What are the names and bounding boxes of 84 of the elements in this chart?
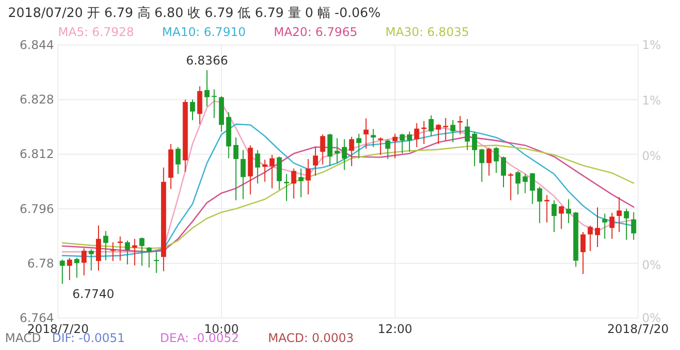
candlestick [320,134,326,165]
candlestick [124,240,130,265]
candlestick [139,236,144,266]
candlestick [240,150,246,200]
candlestick [255,150,260,184]
candlestick [204,70,210,107]
candlestick [616,196,622,233]
candlestick [306,158,311,195]
candlestick [458,115,463,135]
candlestick [609,212,614,240]
candlestick [96,225,102,272]
candlestick [479,148,484,182]
y-tick-label: 6.78 [27,256,54,270]
text: MA30: 6.8035 [385,25,470,39]
candlestick [414,122,420,148]
candlestick [406,131,412,152]
text: MACD: 0.0003 [268,331,354,345]
candlestick [552,200,557,233]
candlestick [88,248,94,272]
annotation: 6.8366 [186,53,228,68]
chart-title: 2018/07/20 开 6.79 高 6.80 收 6.79 低 6.79 量 0 幅 -0.06% [8,5,381,21]
candlestick [364,118,369,150]
candlestick [118,236,123,262]
candlestick [342,138,347,170]
y-tick-label: 6.796 [20,202,54,216]
candlestick [472,131,478,167]
candlestick [67,257,72,281]
candlestick [349,136,354,167]
candlestick [537,186,542,224]
text: MA5: 6.7928 [58,25,134,39]
candlestick [588,225,593,252]
candlestick [421,120,426,144]
y-tick-label: 6.812 [20,147,54,162]
candlestick [176,146,181,174]
text: MA10: 6.7910 [162,25,246,39]
candlestick [312,146,318,176]
candlestick [624,208,629,240]
candlestick [494,146,499,174]
candlestick [464,118,470,151]
candlestick [385,138,390,160]
text: MA20: 6.7965 [274,25,358,39]
y-tick-label: 6.844 [20,38,54,52]
candlestick [74,257,80,278]
candlestick [270,154,275,189]
candlestick [631,212,636,240]
candlestick [233,136,238,201]
candlestick [580,232,586,274]
x-tick-label: 12:00 [378,322,412,336]
y-tick-label: 6.764 [20,311,54,325]
candlestick [522,173,528,194]
candlestick [154,251,159,274]
annotation: 6.7740 [72,286,114,301]
candlestick [450,120,456,143]
candlestick [334,138,340,164]
candlestick [190,99,196,121]
candlestick [594,206,600,248]
candlestick [370,128,376,148]
x-tick-label: 2018/7/20 [607,322,669,336]
candlestick [486,147,492,176]
candlestick [276,156,282,190]
candlestick [146,246,152,268]
candlestick [356,133,362,159]
candlestick [530,172,535,205]
candlestick [378,136,384,156]
candlestick [197,86,202,125]
candlestick [82,248,87,276]
candlestick [291,168,296,200]
candlestick [558,205,564,230]
candlestick [103,230,108,261]
candlestick [60,259,65,284]
candlestick [327,133,332,167]
candlestick [400,133,405,154]
y-tick-label: 6.828 [20,92,54,107]
candlestick [602,213,608,240]
candlestick [436,124,441,144]
candlestick [544,194,550,223]
candlestick [262,159,268,182]
candlestick [428,114,434,137]
candlestick [515,170,520,195]
candlestick [212,88,217,119]
candlestick [500,156,506,188]
candlestick [298,168,304,198]
candlestick [110,242,116,262]
candlestick [566,198,572,224]
